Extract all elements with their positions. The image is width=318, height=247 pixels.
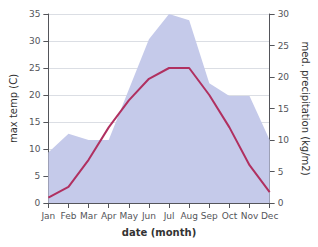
svg-text:0: 0	[35, 198, 41, 208]
svg-text:Oct: Oct	[222, 211, 238, 221]
svg-text:Jun: Jun	[141, 211, 156, 221]
svg-text:5: 5	[35, 171, 41, 181]
svg-text:Jul: Jul	[163, 211, 175, 221]
svg-text:Nov: Nov	[241, 211, 259, 221]
svg-text:10: 10	[278, 135, 290, 145]
svg-text:Apr: Apr	[101, 211, 117, 221]
svg-text:20: 20	[29, 90, 41, 100]
svg-text:May: May	[120, 211, 139, 221]
svg-text:Dec: Dec	[261, 211, 278, 221]
svg-text:Aug: Aug	[180, 211, 198, 221]
svg-text:15: 15	[29, 117, 40, 127]
svg-text:20: 20	[278, 72, 290, 82]
svg-text:max temp (C): max temp (C)	[8, 74, 19, 143]
svg-text:Mar: Mar	[80, 211, 97, 221]
svg-text:30: 30	[278, 9, 290, 19]
svg-text:15: 15	[278, 104, 289, 114]
svg-text:date (month): date (month)	[122, 227, 196, 238]
svg-text:Feb: Feb	[61, 211, 77, 221]
svg-text:25: 25	[29, 63, 40, 73]
svg-text:30: 30	[29, 36, 41, 46]
svg-text:med. precipitation (kg/m2): med. precipitation (kg/m2)	[300, 41, 311, 175]
svg-text:Jan: Jan	[40, 211, 55, 221]
svg-text:5: 5	[278, 167, 284, 177]
svg-text:10: 10	[29, 144, 41, 154]
svg-text:25: 25	[278, 41, 289, 51]
svg-text:Sep: Sep	[201, 211, 218, 221]
svg-text:35: 35	[29, 9, 40, 19]
svg-text:0: 0	[278, 198, 284, 208]
